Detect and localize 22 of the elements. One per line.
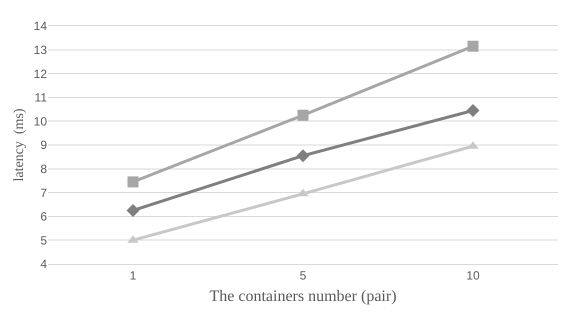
y-tick-label: 10 [34, 114, 48, 128]
point [128, 176, 138, 188]
y-tick-label: 6 [40, 210, 48, 224]
x-axis-title: The containers number (pair) [209, 288, 397, 306]
point [468, 40, 478, 52]
point [126, 204, 140, 217]
x-tick-label: 1 [130, 268, 137, 282]
y-tick-label: 14 [34, 19, 48, 34]
y-tick-label: 4 [40, 257, 48, 272]
y-tick-label: 13 [34, 43, 48, 57]
y-tick-label: 8 [40, 162, 48, 176]
y-tick-label: 5 [40, 233, 48, 248]
y-tick-label: 7 [40, 186, 48, 200]
y-tick-label: 12 [34, 66, 48, 81]
y-axis-title: latency (ms) [12, 108, 28, 182]
y-tick-label: 11 [34, 90, 48, 105]
x-tick-label: 10 [466, 268, 480, 282]
x-tick-label: 5 [300, 268, 307, 282]
point [296, 149, 310, 162]
y-tick-label: 9 [40, 138, 48, 152]
point [466, 104, 480, 117]
point [298, 110, 308, 121]
